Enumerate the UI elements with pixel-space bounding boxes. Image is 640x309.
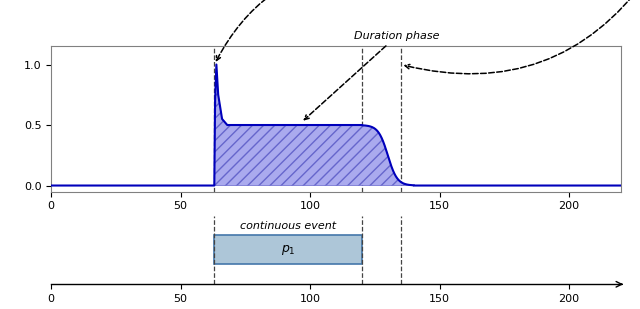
FancyBboxPatch shape bbox=[214, 235, 362, 264]
Text: Discovery phase: Discovery phase bbox=[216, 0, 445, 61]
Text: Duration phase: Duration phase bbox=[305, 31, 439, 120]
Text: Observation phase: Observation phase bbox=[405, 0, 640, 74]
Text: continuous event: continuous event bbox=[240, 222, 336, 231]
Polygon shape bbox=[214, 65, 621, 185]
Text: $p_1$: $p_1$ bbox=[281, 243, 296, 256]
